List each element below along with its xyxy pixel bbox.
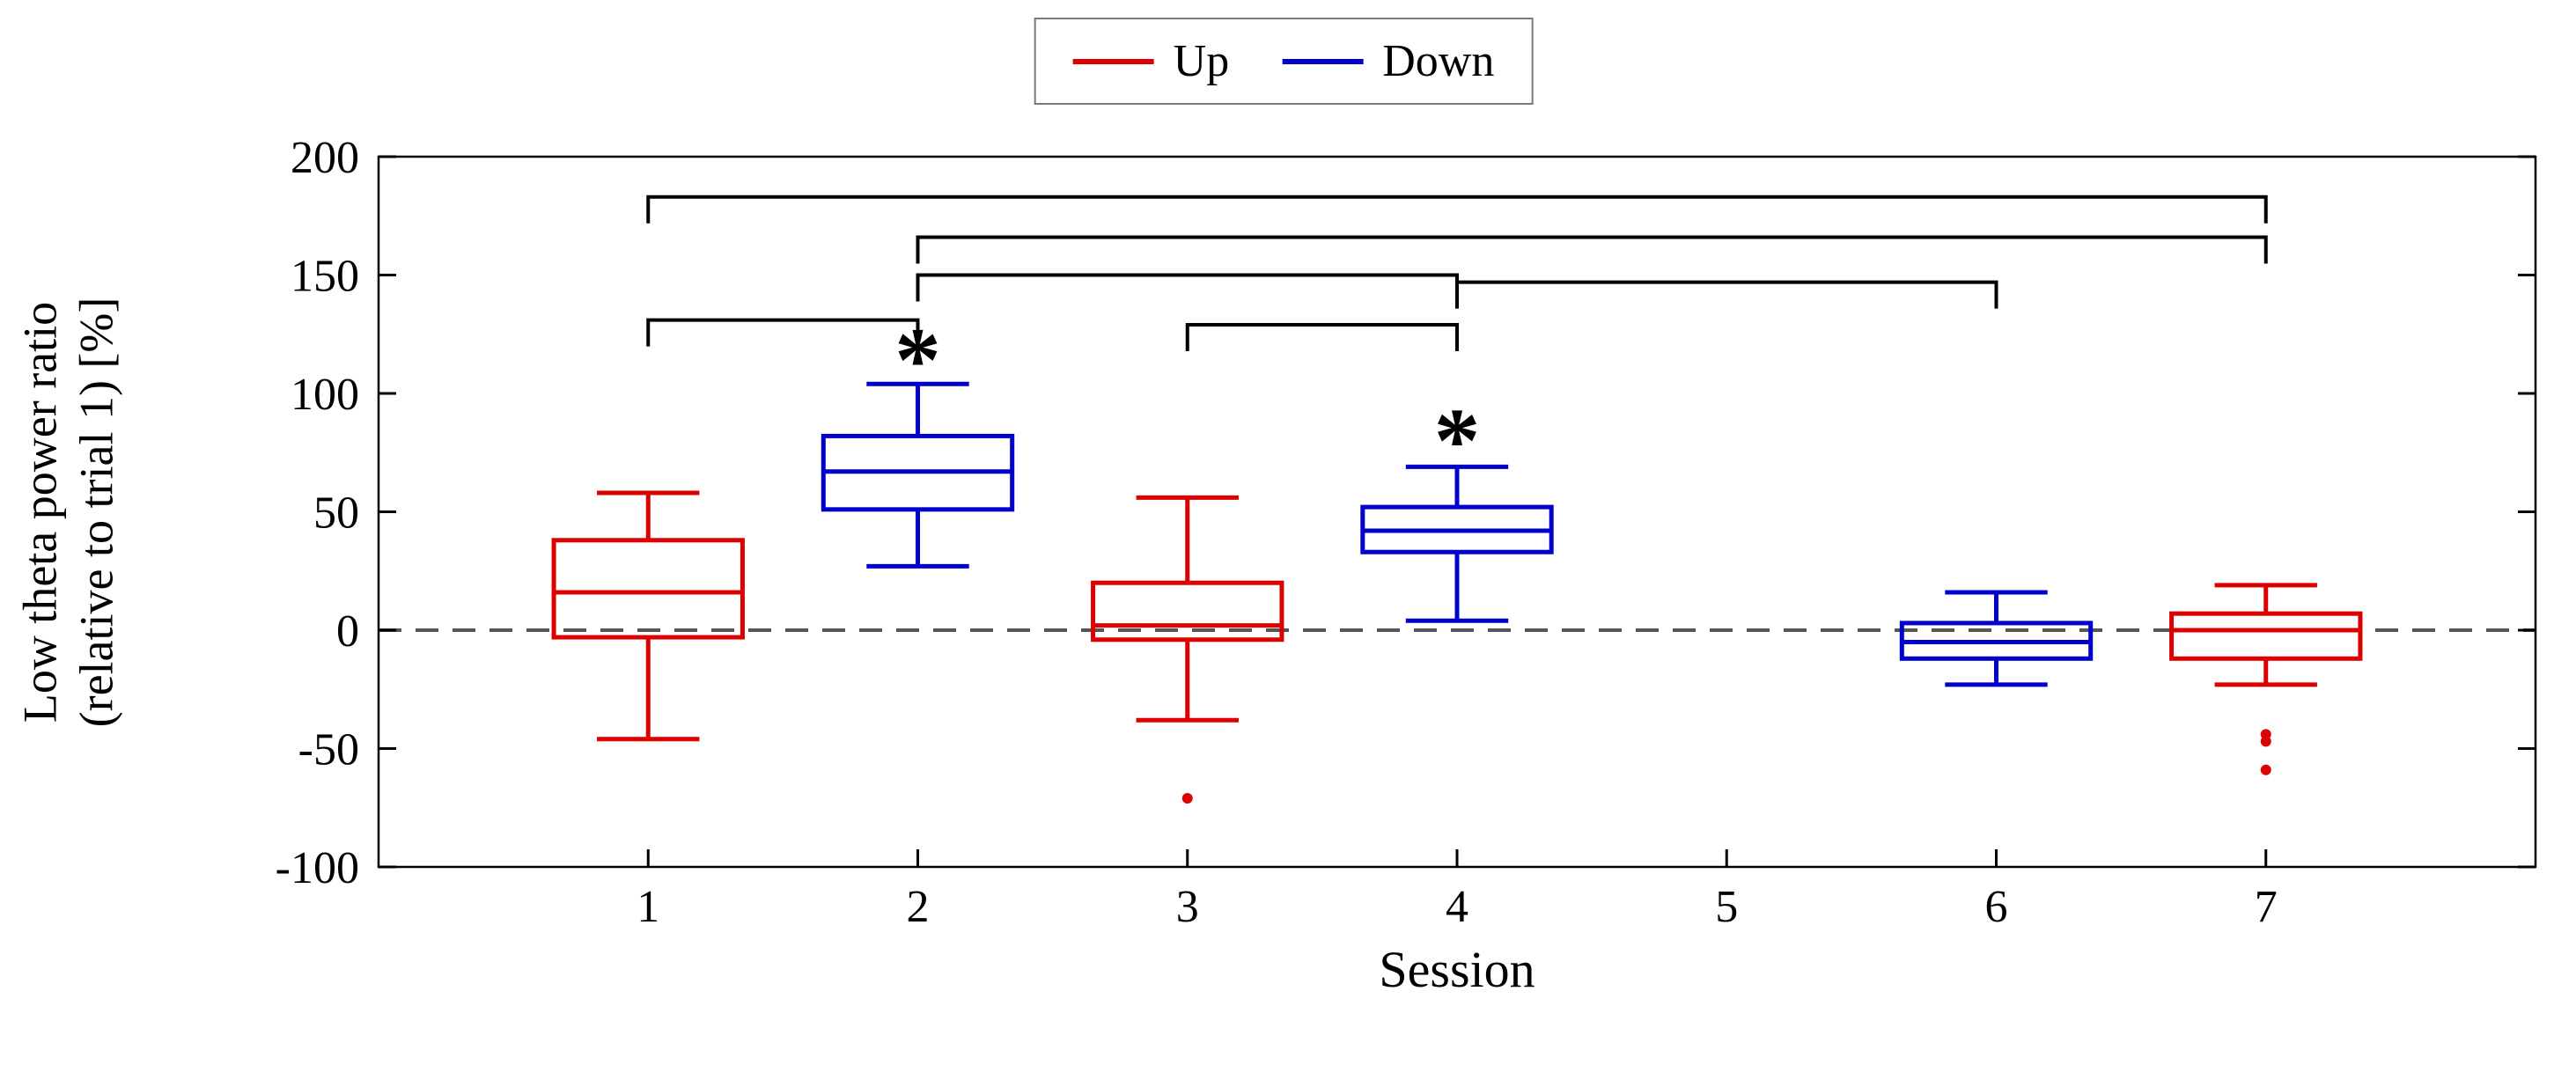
significance-bracket [1455, 280, 1998, 309]
significance-bracket [646, 318, 920, 347]
asterisk-marker: * [894, 308, 941, 411]
x-tick-label: 1 [637, 882, 659, 932]
y-axis-label-line2: (relative to trial 1) [%] [70, 297, 122, 728]
box [1091, 580, 1284, 642]
plot-border [377, 155, 2537, 869]
x-tick-label: 6 [1985, 882, 2008, 932]
legend-box: Up Down [1034, 18, 1534, 105]
x-axis-label: Session [1379, 941, 1535, 998]
y-axis-label-line1: Low theta power ratio [13, 301, 67, 723]
outlier-point [2260, 736, 2271, 747]
y-tick-label: 0 [336, 606, 359, 657]
x-tick-label: 4 [1446, 882, 1468, 932]
y-axis-label: Low theta power ratio (relative to trial… [12, 297, 124, 728]
significance-bracket [1185, 322, 1459, 351]
asterisk-marker: * [1434, 388, 1481, 491]
y-tick-label: 50 [313, 488, 359, 539]
box [551, 538, 745, 640]
y-tick-label: -50 [298, 725, 359, 775]
y-tick-label: 200 [291, 133, 359, 183]
y-tick-label: 150 [291, 252, 359, 302]
legend-down-line-swatch [1282, 58, 1364, 64]
legend-up-label: Up [1173, 36, 1230, 86]
legend-entry-up: Up [1072, 35, 1230, 87]
outlier-point [1181, 792, 1193, 804]
legend-entry-down: Down [1282, 35, 1494, 87]
legend-down-label: Down [1382, 36, 1495, 86]
box [2169, 611, 2363, 661]
significance-bracket [646, 195, 2268, 224]
outlier-point [2260, 764, 2271, 775]
x-tick-label: 2 [907, 882, 930, 932]
y-tick-label: -100 [276, 843, 359, 893]
x-tick-label: 7 [2255, 882, 2278, 932]
x-tick-label: 5 [1715, 882, 1738, 932]
significance-bracket [916, 235, 2268, 264]
y-tick-label: 100 [291, 370, 359, 420]
legend-up-line-swatch [1072, 58, 1154, 64]
x-tick-label: 3 [1176, 882, 1199, 932]
significance-bracket [916, 273, 1459, 302]
